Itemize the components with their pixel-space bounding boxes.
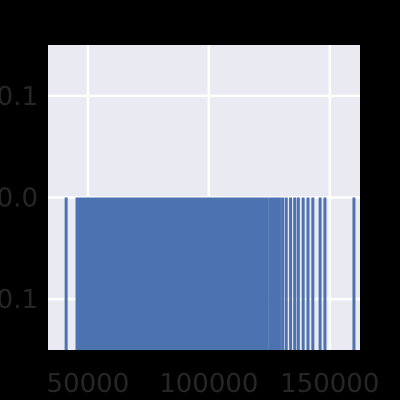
x-tick-label-0: 50000 [47, 369, 130, 399]
y-tick-label-2: 0.1 [0, 82, 38, 112]
y-tick-label-1: 0.0 [0, 184, 38, 214]
y-axis-tick-labels: -0.1 0.0 0.1 [0, 82, 38, 315]
x-axis-tick-labels: 50000 100000 150000 [47, 369, 380, 399]
x-tick-label-2: 150000 [280, 369, 379, 399]
x-tick-label-1: 100000 [159, 369, 258, 399]
rug-marks [64, 197, 356, 350]
rug-dense-region [87, 197, 269, 350]
y-tick-label-0: -0.1 [0, 285, 38, 315]
